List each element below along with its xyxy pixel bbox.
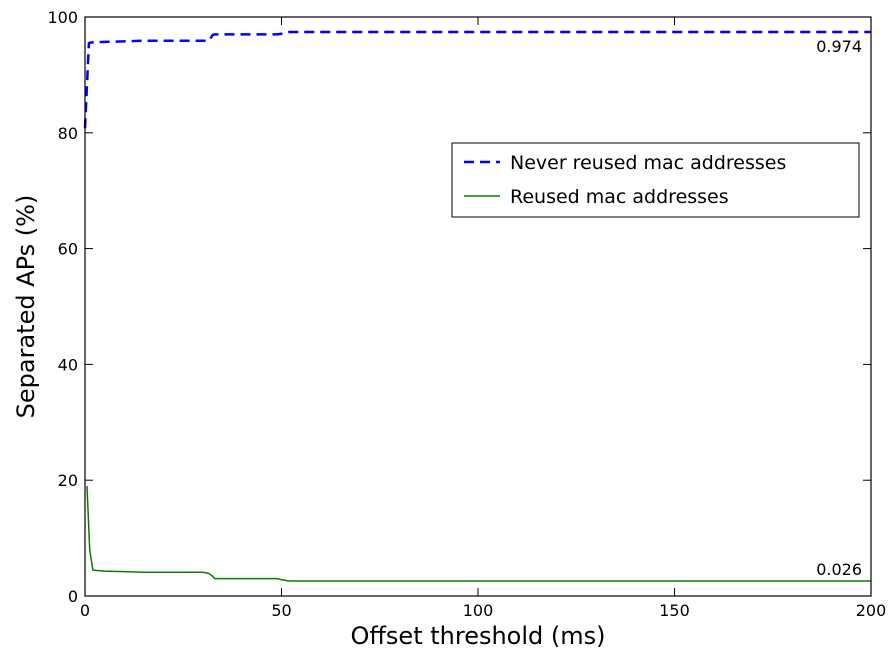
series-layer — [83, 30, 871, 582]
legend-label-reused: Reused mac addresses — [510, 186, 729, 208]
plot-frame — [84, 16, 872, 597]
annotation-label-1: 0.026 — [816, 560, 862, 579]
ticks-layer: 0 50 100 150 200 0 20 40 60 80 100 — [47, 8, 886, 620]
y-tick-label: 40 — [58, 355, 78, 374]
x-tick-label: 50 — [271, 601, 291, 620]
legend-label-never-reused: Never reused mac addresses — [510, 152, 786, 174]
y-axis-title: Separated APs (%) — [12, 195, 40, 419]
y-tick-label: 0 — [68, 587, 78, 606]
y-tick-label: 60 — [58, 240, 78, 259]
x-tick-label: 150 — [659, 601, 690, 620]
plot-background — [85, 17, 871, 596]
x-tick-label: 200 — [856, 601, 887, 620]
x-tick-label: 0 — [80, 601, 90, 620]
y-tick-label: 100 — [47, 8, 78, 27]
legend-box — [451, 142, 860, 218]
series-line-1 — [86, 485, 871, 582]
x-tick-label: 100 — [463, 601, 494, 620]
y-tick-label: 80 — [58, 124, 78, 143]
annotation-layer: 0.974 0.026 — [816, 37, 862, 579]
legend: Never reused mac addresses Reused mac ad… — [451, 142, 860, 218]
annotation-label-0: 0.974 — [816, 37, 862, 56]
series-line-0 — [83, 30, 871, 129]
x-axis-title: Offset threshold (ms) — [351, 622, 606, 650]
y-tick-label: 20 — [58, 471, 78, 490]
